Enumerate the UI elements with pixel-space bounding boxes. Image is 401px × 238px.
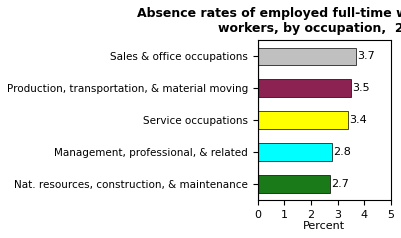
Bar (258, 48, 356, 65)
Bar (258, 143, 332, 161)
Bar (258, 79, 351, 97)
Title: Absence rates of employed full-time wage and salary
workers, by occupation,  200: Absence rates of employed full-time wage… (137, 7, 401, 35)
Text: 3.5: 3.5 (352, 83, 370, 93)
X-axis label: Percent: Percent (303, 221, 345, 231)
Bar (258, 111, 348, 129)
Text: 2.7: 2.7 (331, 179, 349, 189)
Text: 3.4: 3.4 (349, 115, 367, 125)
Text: 3.7: 3.7 (357, 51, 375, 61)
Bar (258, 175, 330, 193)
Text: 2.8: 2.8 (334, 147, 351, 157)
